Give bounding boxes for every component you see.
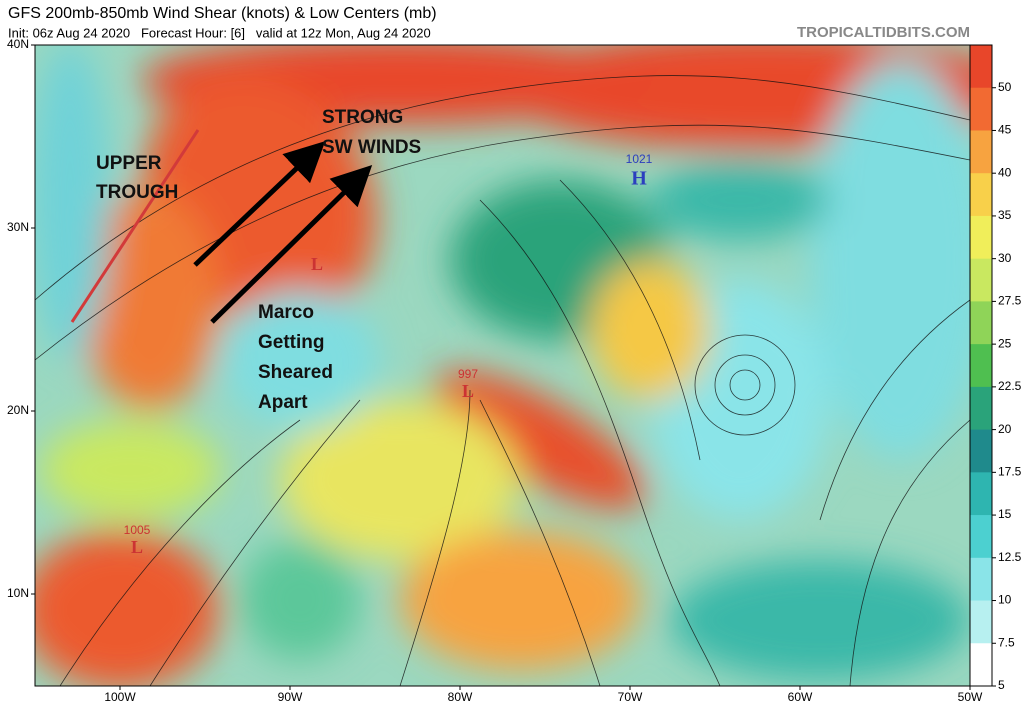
lon-label: 50W — [958, 690, 983, 704]
lat-label: 20N — [7, 403, 29, 417]
pressure-label: 1021 — [626, 152, 653, 166]
low-center: L — [462, 381, 474, 401]
colorbar-frame — [969, 44, 993, 687]
pressure-label: 997 — [458, 367, 478, 381]
lon-label: 90W — [278, 690, 303, 704]
lon-label: 70W — [618, 690, 643, 704]
colorbar-cell — [970, 45, 992, 89]
colorbar-label: 30 — [998, 251, 1012, 265]
colorbar-label: 10 — [998, 593, 1012, 607]
colorbar-label: 40 — [998, 165, 1012, 179]
lat-label: 10N — [7, 586, 29, 600]
colorbar-label: 15 — [998, 507, 1012, 521]
colorbar-label: 45 — [998, 123, 1012, 137]
colorbar-cell — [970, 87, 992, 131]
pressure-label: 1005 — [124, 523, 151, 537]
low-center: L — [311, 254, 323, 274]
annotation: Marco — [258, 302, 314, 323]
colorbar-cell — [970, 130, 992, 174]
colorbar-label: 7.5 — [998, 635, 1015, 649]
colorbar-cell — [970, 557, 992, 602]
trough-line — [70, 129, 200, 323]
colorbar-cell — [970, 173, 992, 217]
lon-label: 60W — [788, 690, 813, 704]
colorbar-label: 20 — [998, 422, 1012, 436]
low-center: L — [131, 537, 143, 557]
colorbar-cell — [970, 643, 992, 687]
colorbar-cell — [970, 344, 992, 388]
colorbar-cell — [970, 301, 992, 345]
annotation: SW WINDS — [322, 137, 421, 158]
lat-label: 40N — [7, 37, 29, 51]
shear-field — [35, 45, 970, 686]
colorbar-label: 50 — [998, 80, 1012, 94]
colorbar-label: 12.5 — [998, 550, 1022, 564]
annotation: Apart — [258, 392, 308, 413]
lat-label: 30N — [7, 220, 29, 234]
annotation: UPPER — [96, 153, 162, 174]
colorbar-label: 17.5 — [998, 465, 1022, 479]
colorbar-cell — [970, 386, 992, 431]
colorbar-label: 27.5 — [998, 294, 1022, 308]
source: TROPICALTIDBITS.COM — [797, 24, 970, 41]
wind-arrow — [210, 164, 373, 324]
annotation: Getting — [258, 332, 325, 353]
subtitle: Init: 06z Aug 24 2020 Forecast Hour: [6]… — [8, 25, 431, 40]
colorbar-label: 5 — [998, 678, 1005, 692]
lon-label: 80W — [448, 690, 473, 704]
annotation: Sheared — [258, 362, 333, 383]
annotation: STRONG — [322, 107, 403, 128]
colorbar-cell — [970, 429, 992, 473]
high-center: H — [631, 168, 647, 190]
colorbar-label: 35 — [998, 208, 1012, 222]
colorbar-cell — [970, 472, 992, 516]
colorbar-label: 25 — [998, 336, 1012, 350]
title: GFS 200mb-850mb Wind Shear (knots) & Low… — [8, 5, 437, 22]
colorbar-cell — [970, 600, 992, 644]
colorbar-cell — [970, 515, 992, 559]
colorbar-label: 22.5 — [998, 379, 1022, 393]
colorbar-cell — [970, 258, 992, 302]
wind-arrow — [193, 141, 326, 267]
lon-label: 100W — [104, 690, 136, 704]
annotation: TROUGH — [96, 182, 178, 203]
colorbar-cell — [970, 215, 992, 260]
